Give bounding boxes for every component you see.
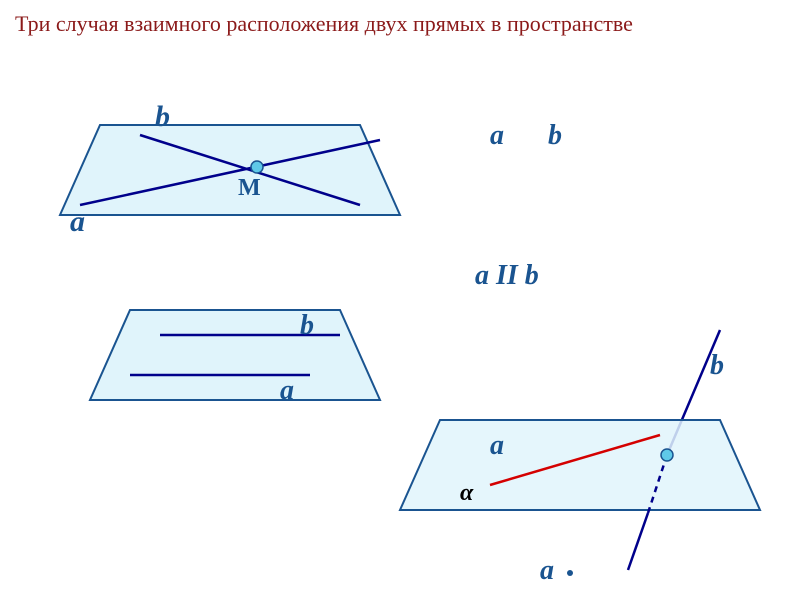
diagram3-svg — [370, 370, 780, 600]
pierce-point — [661, 449, 673, 461]
plane-2 — [90, 310, 380, 400]
label-alpha: α — [460, 480, 473, 507]
notation-skew: a — [540, 555, 573, 587]
intersection-point-1 — [251, 161, 263, 173]
label-b-3: b — [710, 350, 724, 382]
skew-dot-icon — [567, 570, 573, 576]
label-a-3: a — [490, 430, 504, 462]
notation-intersect: a b — [490, 120, 562, 152]
page-title: Три случая взаимного расположения двух п… — [15, 10, 633, 39]
diagram-skew: a b α — [370, 370, 780, 600]
diagram-intersecting: a b М — [20, 95, 420, 245]
notation1-a: a — [490, 120, 504, 151]
line-b-below — [628, 513, 648, 570]
label-a-1: a — [70, 205, 85, 239]
label-a-2: a — [280, 375, 294, 407]
label-b-1: b — [155, 100, 170, 134]
label-b-2: b — [300, 310, 314, 342]
label-M: М — [238, 175, 261, 202]
notation1-b: b — [548, 120, 562, 151]
diagram-parallel: a b — [60, 280, 410, 420]
notation3-a: a — [540, 555, 554, 586]
plane-3 — [400, 420, 760, 510]
diagram2-svg — [60, 280, 410, 420]
notation-parallel: a II b — [475, 260, 539, 292]
